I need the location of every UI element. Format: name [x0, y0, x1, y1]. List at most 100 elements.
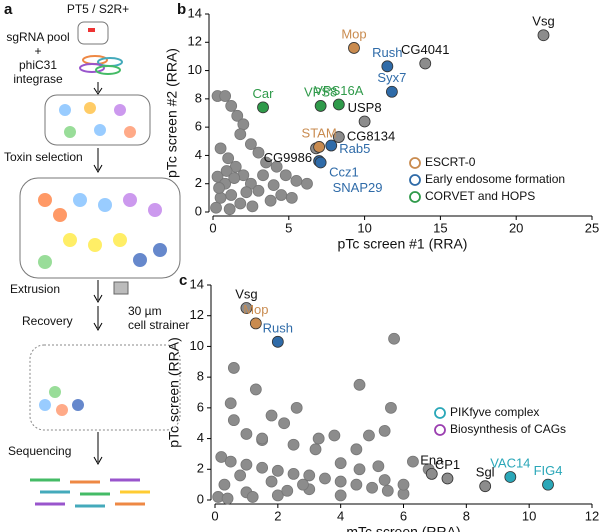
legend-swatch: [434, 424, 446, 436]
y-tick-label: 4: [197, 430, 204, 445]
panel-letter: a: [4, 1, 13, 18]
point: [257, 169, 269, 182]
y-axis-label: pTc screen #2 (RRA): [164, 48, 180, 178]
label: Extrusion: [10, 282, 60, 296]
point: [419, 57, 432, 70]
strainer-icon: [113, 281, 129, 295]
point: [223, 203, 236, 216]
panel-letter: b: [177, 1, 186, 18]
y-tick-label: 6: [197, 399, 204, 414]
point: [240, 186, 253, 199]
cell: [77, 21, 109, 45]
point: [303, 469, 316, 482]
point-label: Rush: [263, 320, 293, 335]
arrow-head: [93, 294, 103, 304]
x-axis-label: mTc screen (RRA): [346, 524, 460, 532]
point: [221, 492, 234, 505]
y-tick-label: 14: [190, 276, 204, 291]
point: [353, 378, 366, 391]
y-tick-label: 2: [195, 175, 202, 190]
point: [257, 101, 269, 114]
point: [363, 429, 375, 442]
point: [234, 197, 247, 210]
x-tick-label: 10: [522, 508, 536, 523]
point: [353, 463, 366, 476]
arrow-head: [93, 456, 103, 466]
point: [325, 139, 338, 152]
point: [319, 472, 331, 485]
point: [397, 478, 410, 491]
cells: [38, 193, 167, 269]
point: [381, 60, 394, 73]
point: [265, 409, 278, 422]
legend-swatch: [409, 191, 421, 203]
point: [314, 156, 327, 169]
point: [222, 152, 235, 165]
point: [275, 189, 288, 201]
point: [215, 451, 228, 463]
point: [313, 141, 326, 153]
point: [237, 118, 250, 131]
point-label: Ccz1: [329, 165, 359, 180]
point: [334, 475, 347, 488]
point: [214, 191, 227, 204]
point: [264, 194, 277, 207]
x-axis-label: pTc screen #1 (RRA): [338, 236, 468, 252]
x-tick-label: 0: [209, 220, 216, 235]
label: Recovery: [22, 314, 73, 328]
x-tick-label: 25: [585, 220, 599, 235]
point: [271, 335, 284, 348]
point-label: Vsg: [235, 286, 257, 301]
x-tick-label: 12: [585, 508, 599, 523]
point: [220, 165, 233, 177]
y-tick-label: 10: [188, 62, 202, 77]
point: [234, 469, 247, 482]
point: [225, 100, 238, 112]
point: [287, 467, 300, 480]
point: [287, 438, 300, 451]
point-label: Sgl: [476, 465, 495, 480]
plasmids: [79, 55, 123, 75]
point: [240, 302, 253, 314]
legend-label: ESCRT-0: [425, 155, 476, 169]
point: [227, 362, 240, 374]
point: [279, 169, 292, 182]
point-label: Ena: [420, 452, 444, 467]
y-tick-label: 2: [197, 461, 204, 476]
point-label: CP1: [435, 457, 460, 472]
point-label: Mop: [243, 302, 268, 317]
point: [479, 480, 492, 493]
point: [246, 491, 259, 503]
point: [425, 467, 438, 480]
point: [225, 189, 238, 201]
cells: [39, 386, 84, 416]
y-tick-label: 4: [195, 147, 202, 162]
point: [278, 417, 291, 430]
point: [441, 472, 454, 485]
point: [211, 170, 224, 183]
point-label: USP8: [348, 100, 382, 115]
x-tick-label: 10: [357, 220, 371, 235]
legend-swatch: [434, 407, 446, 419]
point-label: Syx7: [377, 70, 406, 85]
point: [210, 201, 222, 214]
x-tick-label: 8: [463, 508, 470, 523]
point-label: CG4041: [401, 42, 449, 57]
point: [332, 131, 345, 143]
point: [328, 429, 341, 442]
point-label: SNAP29: [333, 180, 383, 195]
point: [285, 191, 298, 204]
point: [246, 200, 259, 213]
y-tick-label: 0: [197, 491, 204, 506]
point: [372, 460, 385, 473]
point: [388, 332, 400, 345]
point: [504, 471, 517, 483]
point: [270, 160, 283, 173]
y-tick-label: 14: [188, 5, 202, 20]
point: [256, 461, 269, 474]
point: [267, 179, 280, 192]
y-tick-label: 0: [195, 203, 202, 218]
point: [256, 432, 269, 445]
point: [358, 115, 371, 128]
